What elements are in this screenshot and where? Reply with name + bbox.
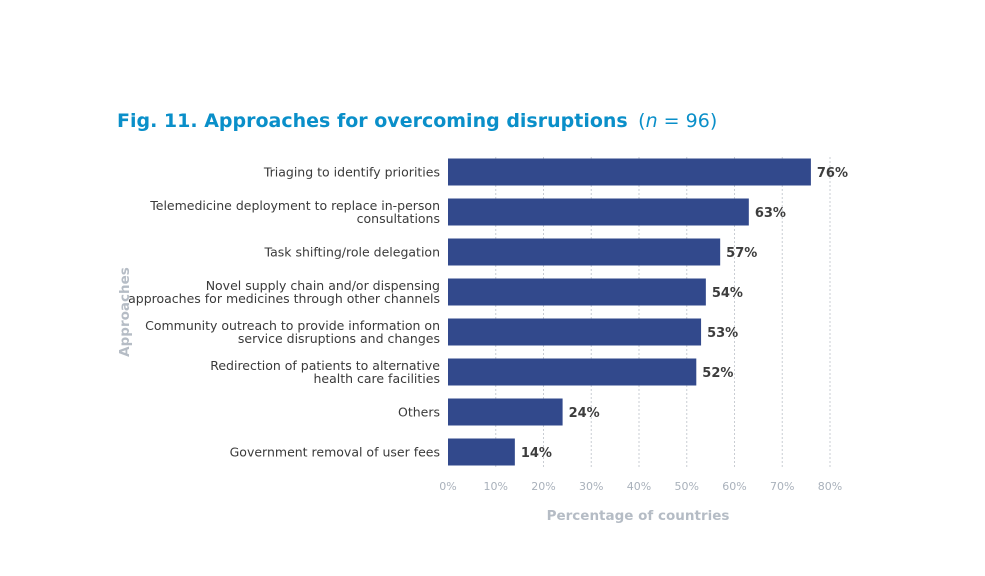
bar-value-label: 14% bbox=[521, 446, 552, 461]
x-tick-label: 40% bbox=[627, 480, 651, 493]
x-tick-label: 10% bbox=[484, 480, 508, 493]
bar bbox=[448, 398, 563, 426]
chart-title-n-italic: n bbox=[646, 110, 658, 132]
chart-title-main: Fig. 11. Approaches for overcoming disru… bbox=[117, 110, 628, 132]
bar-value-label: 76% bbox=[817, 166, 848, 181]
x-tick-label: 50% bbox=[675, 480, 699, 493]
category-label: Novel supply chain and/or dispensing appr… bbox=[128, 278, 440, 306]
bar bbox=[448, 278, 706, 306]
y-axis-title: Approaches bbox=[117, 267, 133, 357]
value-labels: 76% 63% 57% 54% 53% 52% 24% 14% bbox=[521, 166, 848, 461]
bar-value-label: 24% bbox=[569, 406, 600, 421]
x-tick-label: 0% bbox=[439, 480, 456, 493]
category-label: Task shifting/role delegation bbox=[264, 245, 440, 260]
category-label: Triaging to identify priorities bbox=[263, 165, 440, 180]
bar bbox=[448, 158, 811, 186]
bar bbox=[448, 438, 515, 466]
chart-title-n-open: ( bbox=[638, 110, 645, 132]
bar-value-label: 52% bbox=[702, 366, 733, 381]
category-label: Others bbox=[398, 405, 440, 420]
category-label: Government removal of user fees bbox=[230, 445, 440, 460]
bar bbox=[448, 358, 697, 386]
category-label: Redirection of patients to alternative he… bbox=[210, 358, 440, 386]
category-labels: Triaging to identify priorities Telemedic… bbox=[128, 165, 440, 460]
bar-value-label: 54% bbox=[712, 286, 743, 301]
bar bbox=[448, 198, 749, 226]
x-tick-label: 20% bbox=[531, 480, 555, 493]
x-axis-title: Percentage of countries bbox=[547, 508, 730, 524]
bar-value-label: 57% bbox=[726, 246, 757, 261]
x-tick-label: 80% bbox=[818, 480, 842, 493]
chart-title: Fig. 11. Approaches for overcoming disru… bbox=[117, 110, 717, 132]
category-label: Telemedicine deployment to replace in-pe… bbox=[149, 198, 440, 226]
bar-value-label: 53% bbox=[707, 326, 738, 341]
x-tick-label: 60% bbox=[722, 480, 746, 493]
bars bbox=[448, 158, 811, 466]
x-tick-label: 30% bbox=[579, 480, 603, 493]
bar-value-label: 63% bbox=[755, 206, 786, 221]
chart-title-n-rest: = 96) bbox=[658, 110, 718, 132]
x-tick-labels: 0% 10% 20% 30% 40% 50% 60% 70% 80% bbox=[439, 480, 842, 493]
bar bbox=[448, 238, 721, 266]
bar bbox=[448, 318, 702, 346]
category-label: Community outreach to provide informatio… bbox=[145, 318, 440, 346]
x-tick-label: 70% bbox=[770, 480, 794, 493]
